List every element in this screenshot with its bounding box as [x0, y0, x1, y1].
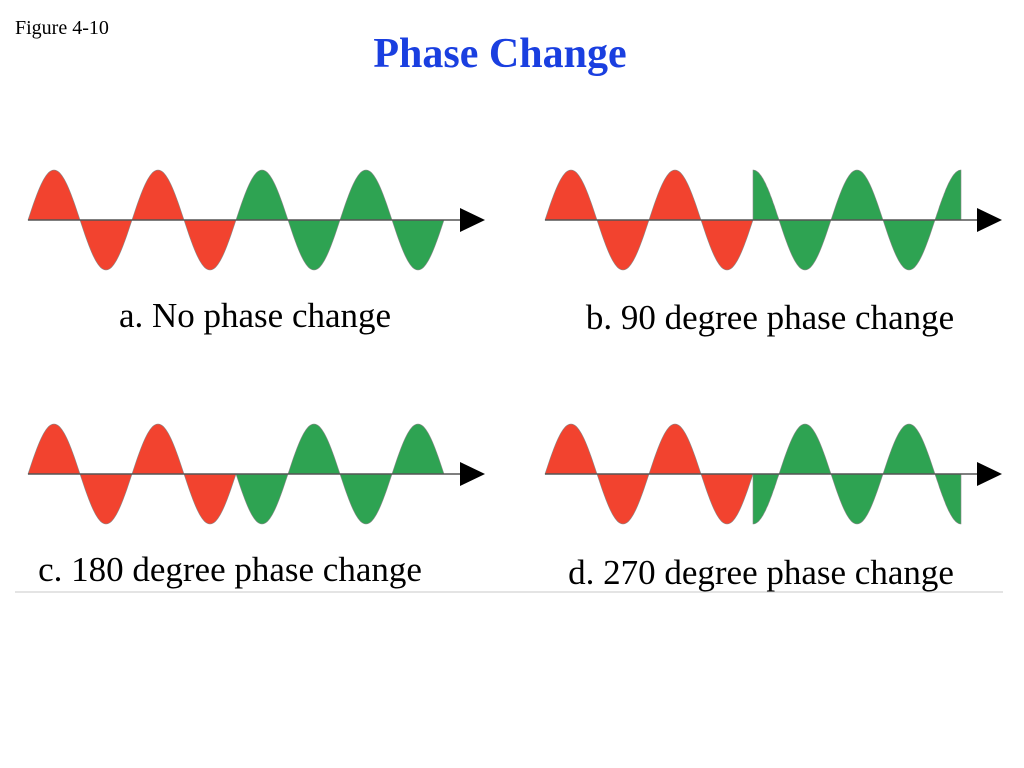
wave-lobe	[882, 219, 936, 271]
wave-lobe	[391, 219, 445, 271]
wave-lobe	[544, 169, 598, 221]
axis-arrow	[460, 208, 485, 232]
wave-lobe	[648, 423, 702, 475]
wave-lobe	[287, 423, 341, 475]
wave-lobe	[235, 169, 289, 221]
wave-lobe	[934, 473, 962, 525]
axis-arrow	[977, 208, 1002, 232]
wave-lobe	[596, 473, 650, 525]
wave-lobe	[934, 169, 962, 221]
wave-lobe	[700, 219, 754, 271]
wave-lobe	[183, 473, 237, 525]
wave-lobe	[391, 423, 445, 475]
wave-lobe	[27, 423, 81, 475]
wave-lobe	[287, 219, 341, 271]
wave-lobe	[235, 473, 289, 525]
wave-lobe	[27, 169, 81, 221]
caption: c. 180 degree phase change	[38, 550, 422, 589]
wave-lobe	[79, 219, 133, 271]
wave-lobe	[648, 169, 702, 221]
wave-lobe	[882, 423, 936, 475]
caption: b. 90 degree phase change	[586, 298, 954, 337]
wave-lobe	[131, 169, 185, 221]
wave-lobe	[544, 423, 598, 475]
wave-lobe	[778, 219, 832, 271]
wave-lobe	[752, 473, 780, 525]
wave-lobe	[778, 423, 832, 475]
wave-lobe	[339, 473, 393, 525]
wave-lobe	[79, 473, 133, 525]
wave-lobe	[830, 473, 884, 525]
caption: d. 270 degree phase change	[568, 553, 954, 592]
title: Phase Change	[373, 31, 626, 77]
waves	[27, 169, 1002, 525]
wave-lobe	[830, 169, 884, 221]
wave-lobe	[596, 219, 650, 271]
axis-arrow	[460, 462, 485, 486]
wave-lobe	[131, 423, 185, 475]
figure-label: Figure 4-10	[15, 17, 109, 39]
wave-lobe	[183, 219, 237, 271]
wave-lobe	[752, 169, 780, 221]
axis-arrow	[977, 462, 1002, 486]
wave-lobe	[700, 473, 754, 525]
caption: a. No phase change	[119, 296, 391, 335]
wave-lobe	[339, 169, 393, 221]
